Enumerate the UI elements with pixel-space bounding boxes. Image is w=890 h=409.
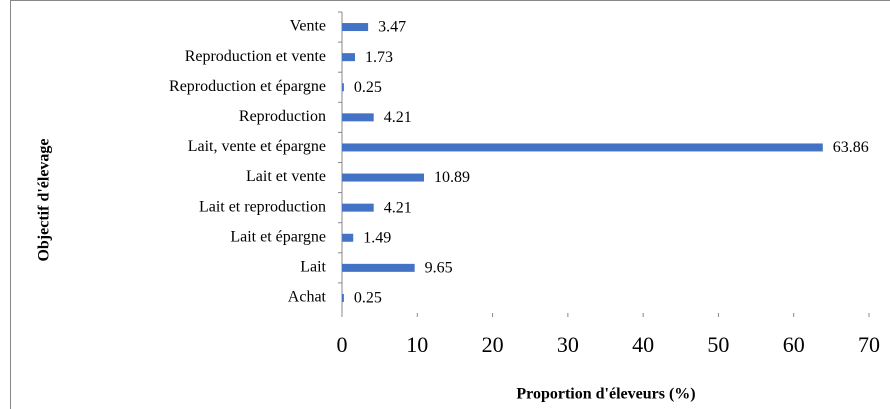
x-tick-label: 70	[858, 332, 880, 357]
y-tick-label: Reproduction et épargne	[169, 78, 326, 95]
x-tick-label: 10	[406, 332, 428, 357]
value-label: 63.86	[833, 139, 869, 156]
value-label: 1.49	[363, 229, 391, 246]
x-tick-label: 50	[707, 332, 729, 357]
value-label: 0.25	[354, 290, 382, 307]
bar	[342, 263, 415, 272]
y-tick-label: Reproduction et vente	[185, 48, 326, 65]
bar	[342, 203, 374, 212]
y-tick-label: Lait, vente et épargne	[188, 138, 326, 155]
value-label: 4.21	[384, 109, 412, 126]
bar	[342, 233, 354, 242]
chart-frame	[10, 0, 890, 409]
bar	[342, 143, 823, 152]
y-tick-label: Lait et épargne	[230, 228, 326, 245]
y-tick-label: Lait et vente	[246, 168, 326, 185]
x-tick-label: 40	[632, 332, 654, 357]
bar	[342, 113, 374, 122]
x-tick-label: 20	[482, 332, 504, 357]
x-tick-label: 30	[557, 332, 579, 357]
bar	[342, 53, 356, 62]
value-label: 4.21	[384, 199, 412, 216]
x-tick-label: 60	[783, 332, 805, 357]
bar	[342, 173, 424, 182]
y-tick-label: Vente	[290, 18, 326, 35]
y-axis-title: Objectif d'élevage	[36, 138, 53, 261]
x-axis-title: Proportion d'éleveurs (%)	[516, 386, 695, 403]
value-label: 0.25	[354, 79, 382, 96]
bar	[342, 23, 369, 32]
bar	[342, 293, 344, 302]
value-label: 9.65	[425, 260, 453, 277]
value-label: 10.89	[434, 169, 470, 186]
y-tick-label: Reproduction	[239, 108, 326, 125]
value-label: 3.47	[378, 19, 406, 36]
y-tick-label: Achat	[288, 289, 327, 306]
bar	[342, 83, 344, 92]
y-tick-label: Lait et reproduction	[199, 198, 326, 215]
y-tick-label: Lait	[300, 259, 326, 276]
value-label: 1.73	[365, 49, 393, 66]
x-tick-label: 0	[337, 332, 348, 357]
